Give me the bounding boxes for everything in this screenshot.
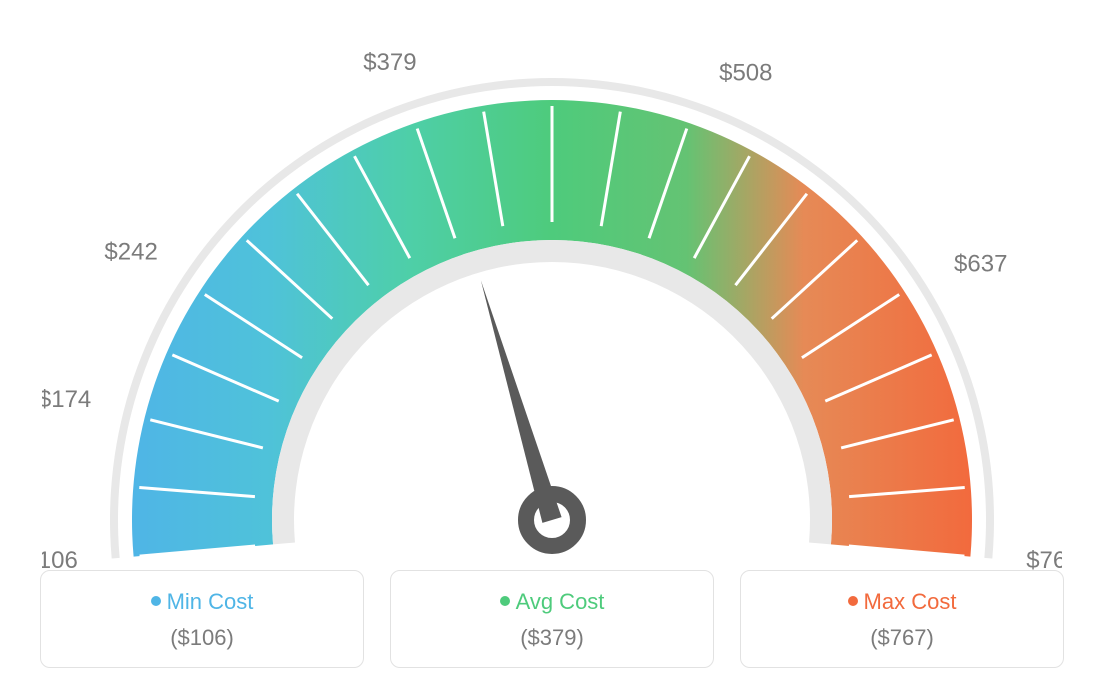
gauge-tick-label: $637 <box>954 251 1007 278</box>
legend-card-avg: Avg Cost ($379) <box>390 570 714 668</box>
dot-icon <box>848 596 858 606</box>
legend-max-value: ($767) <box>751 625 1053 651</box>
legend-min-title: Min Cost <box>51 589 353 615</box>
legend-avg-value: ($379) <box>401 625 703 651</box>
legend-min-label: Min Cost <box>167 589 254 614</box>
gauge-svg: $106$174$242$379$508$637$767 <box>42 20 1062 580</box>
dot-icon <box>500 596 510 606</box>
gauge-tick-label: $379 <box>363 49 416 76</box>
legend-card-max: Max Cost ($767) <box>740 570 1064 668</box>
gauge-tick-label: $242 <box>104 239 157 266</box>
legend-max-title: Max Cost <box>751 589 1053 615</box>
gauge-tick-label: $508 <box>719 60 772 87</box>
legend-min-value: ($106) <box>51 625 353 651</box>
legend-row: Min Cost ($106) Avg Cost ($379) Max Cost… <box>40 570 1064 668</box>
gauge: $106$174$242$379$508$637$767 <box>42 20 1062 580</box>
gauge-hub <box>526 494 578 546</box>
gauge-tick-label: $174 <box>42 386 91 413</box>
legend-avg-title: Avg Cost <box>401 589 703 615</box>
cost-gauge-chart: $106$174$242$379$508$637$767 Min Cost ($… <box>0 0 1104 690</box>
legend-avg-label: Avg Cost <box>516 589 605 614</box>
legend-max-label: Max Cost <box>864 589 957 614</box>
dot-icon <box>151 596 161 606</box>
legend-card-min: Min Cost ($106) <box>40 570 364 668</box>
